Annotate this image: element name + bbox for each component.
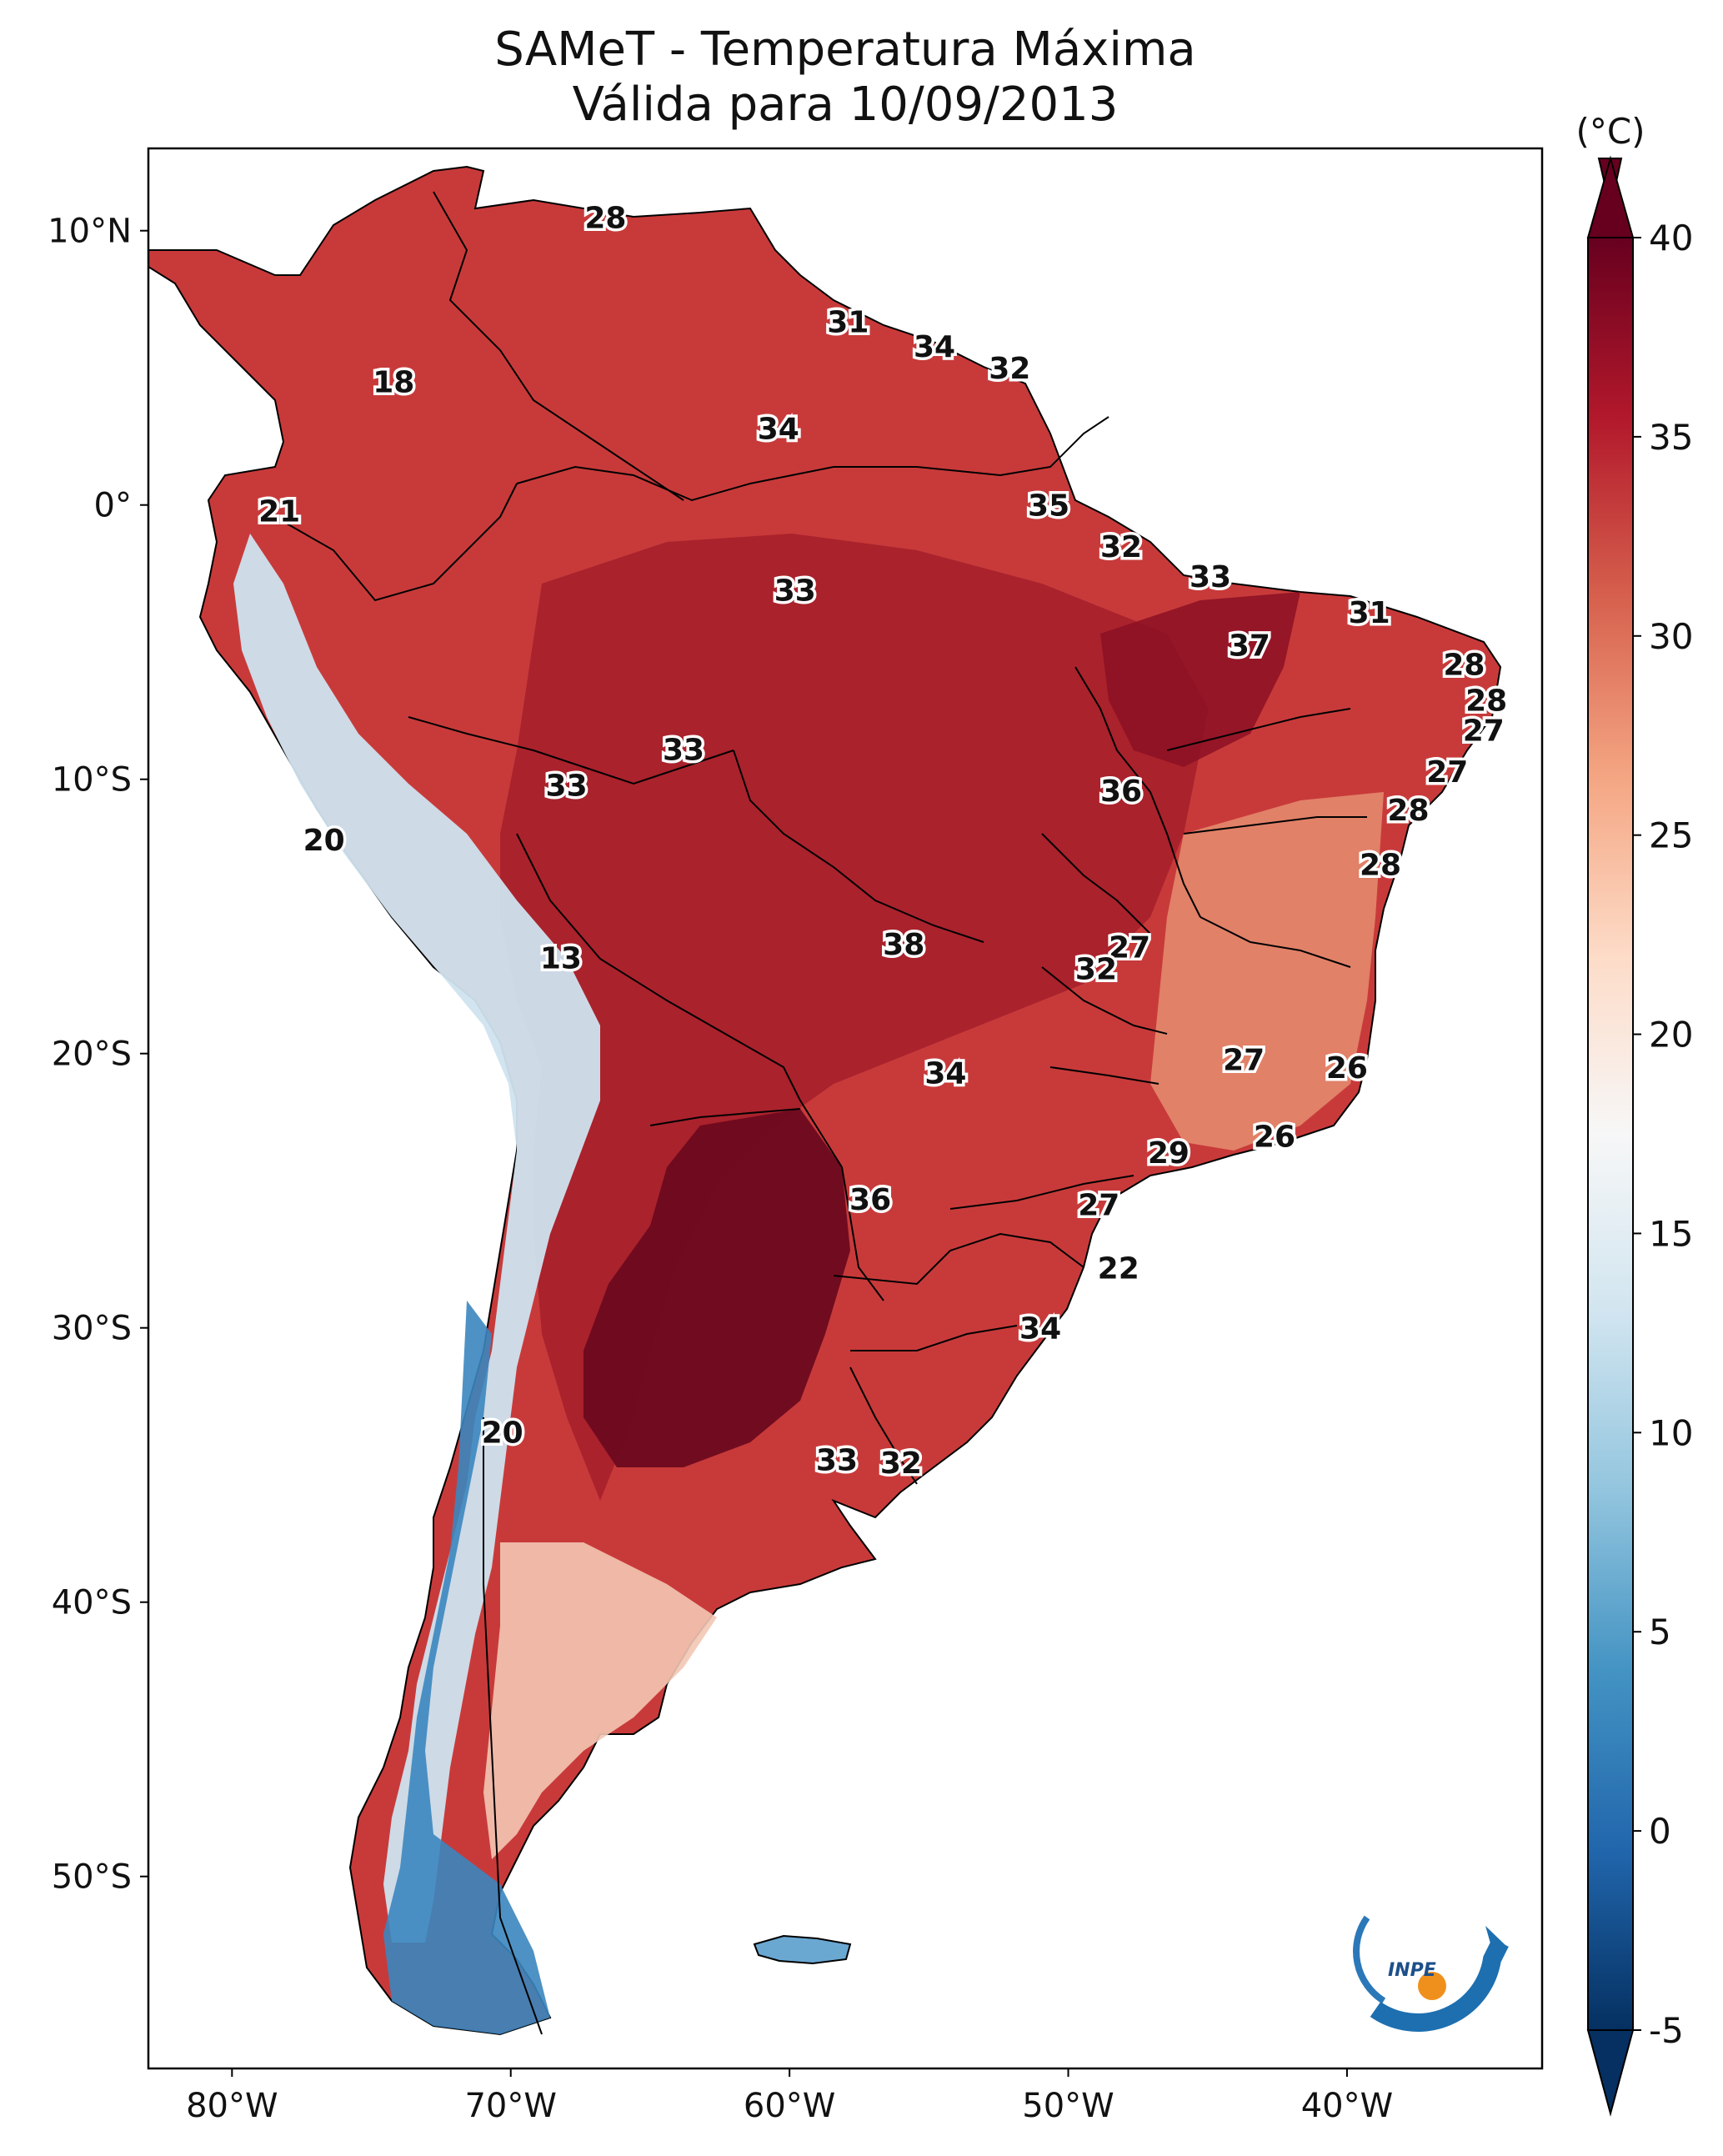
temperature-value-label: 18 [373,366,414,400]
temperature-value-label: 27 [1078,1189,1119,1223]
temperature-value-label: 32 [1075,953,1117,987]
colorbar-lower-triangle [1586,2029,1635,2117]
temperature-value-label: 28 [1465,684,1507,718]
temperature-value-label: 13 [540,942,582,976]
temperature-value-label: 20 [303,824,345,858]
inpe-logo: INPE [1353,1915,1509,2032]
lat-tick-label: 10°N [48,213,132,251]
temperature-value-label: 32 [989,352,1030,386]
temperature-value-label: 31 [1349,596,1390,630]
lat-tick-label: 30°S [52,1310,132,1348]
lat-tick-label: 10°S [52,761,132,800]
logo-text: INPE [1388,1960,1436,1981]
temperature-value-label: 27 [1463,714,1505,748]
temperature-value-label: 36 [1100,775,1142,809]
lon-tick-label: 70°W [464,2087,556,2125]
map-frame [147,147,1544,2070]
temperature-value-label: 34 [924,1057,966,1091]
colorbar-ticks: 40 35 30 25 20 15 10 5 0 -5 [1633,218,1693,2051]
colorbar-bar [1587,237,1634,2031]
colorbar: (°C) 40 35 30 25 20 15 10 5 0 -5 [1575,111,1693,2117]
logo-arc-left [1353,1915,1386,2004]
cooler-zone-east [1150,792,1384,1151]
hot-zone-northeast [1100,592,1300,767]
temperature-value-label: 33 [663,734,704,768]
lat-tick-label: 20°S [52,1035,132,1074]
lon-tick-label: 60°W [744,2087,835,2125]
temperature-value-label: 27 [1426,755,1468,790]
country-borders [274,191,1367,2035]
temperature-value-label: 21 [258,494,300,529]
lat-tick-label: 40°S [52,1584,132,1622]
map-subtitle: Válida para 10/09/2013 [572,78,1119,132]
temperature-value-label: 35 [1028,489,1069,524]
lon-tick-label: 80°W [186,2087,278,2125]
temperature-value-label: 28 [1387,794,1429,828]
temperature-value-label: 27 [1223,1043,1265,1077]
colorbar-tick-label: 15 [1649,1213,1693,1254]
logo-orange-dot [1418,1972,1446,2000]
temperature-value-label: 31 [827,305,869,339]
lon-tick-label: 50°W [1022,2087,1114,2125]
temperature-value-label: 33 [816,1444,858,1478]
logo-arrowhead [1485,1926,1507,1955]
temperature-value-label: 27 [1109,930,1150,965]
temperature-value-label: 28 [584,201,626,235]
colorbar-tick-label: 10 [1649,1412,1693,1453]
patagonia-mild [483,1542,717,1859]
colorbar-tick-label: 25 [1649,815,1693,856]
andes-cold-strip [233,534,600,1943]
temperature-value-label: 33 [1190,560,1231,594]
hottest-zone [584,1109,850,1467]
map-title: SAMeT - Temperatura Máxima [494,23,1196,77]
temperature-value-label: 34 [1019,1312,1061,1346]
colorbar-unit: (°C) [1575,111,1645,152]
lat-tick-label: 50°S [52,1858,132,1897]
map-panel [147,147,1544,2070]
temperature-value-label: 32 [1100,530,1142,564]
andes-coldest-strip [383,1301,550,2034]
temperature-value-label: 34 [914,330,955,364]
malvinas-islands [753,1934,852,1965]
temperature-value-label: 28 [1443,649,1485,683]
logo-swoosh [1370,1938,1509,2032]
colorbar-tick-label: 20 [1649,1015,1693,1055]
temperature-value-label: 22 [1098,1251,1139,1286]
temperature-value-label: 37 [1229,629,1270,663]
colorbar-tick-label: 5 [1649,1612,1671,1652]
temperature-value-label: 36 [849,1183,891,1217]
temperature-value-label: 34 [758,413,799,447]
temperature-value-label: 38 [883,928,924,962]
temperature-value-label: 20 [482,1416,523,1451]
temperature-value-label: 26 [1254,1120,1295,1154]
colorbar-tick-label: 35 [1649,417,1693,458]
temperature-value-label: 33 [774,574,816,609]
colorbar-tick-label: 30 [1649,616,1693,657]
temperature-value-label: 32 [880,1447,922,1481]
colorbar-tick-label: 40 [1649,218,1693,258]
temperature-value-label: 33 [546,769,588,803]
temperature-field [148,165,1502,2036]
temperature-value-label: 29 [1148,1136,1190,1171]
temperature-value-label: 28 [1360,849,1401,883]
colorbar-upper-triangle [1586,155,1635,238]
lat-tick-label: 0° [94,487,132,525]
colorbar-tick-label: -5 [1649,2010,1684,2051]
temperature-value-label: 26 [1326,1051,1368,1086]
lon-tick-label: 40°W [1301,2087,1393,2125]
longitude-axis: 80°W 70°W 60°W 50°W 40°W [186,2068,1393,2125]
colorbar-tick-label: 0 [1649,1811,1671,1852]
latitude-axis: 10°N 0° 10°S 20°S 30°S 40°S 50°S [48,213,148,1897]
